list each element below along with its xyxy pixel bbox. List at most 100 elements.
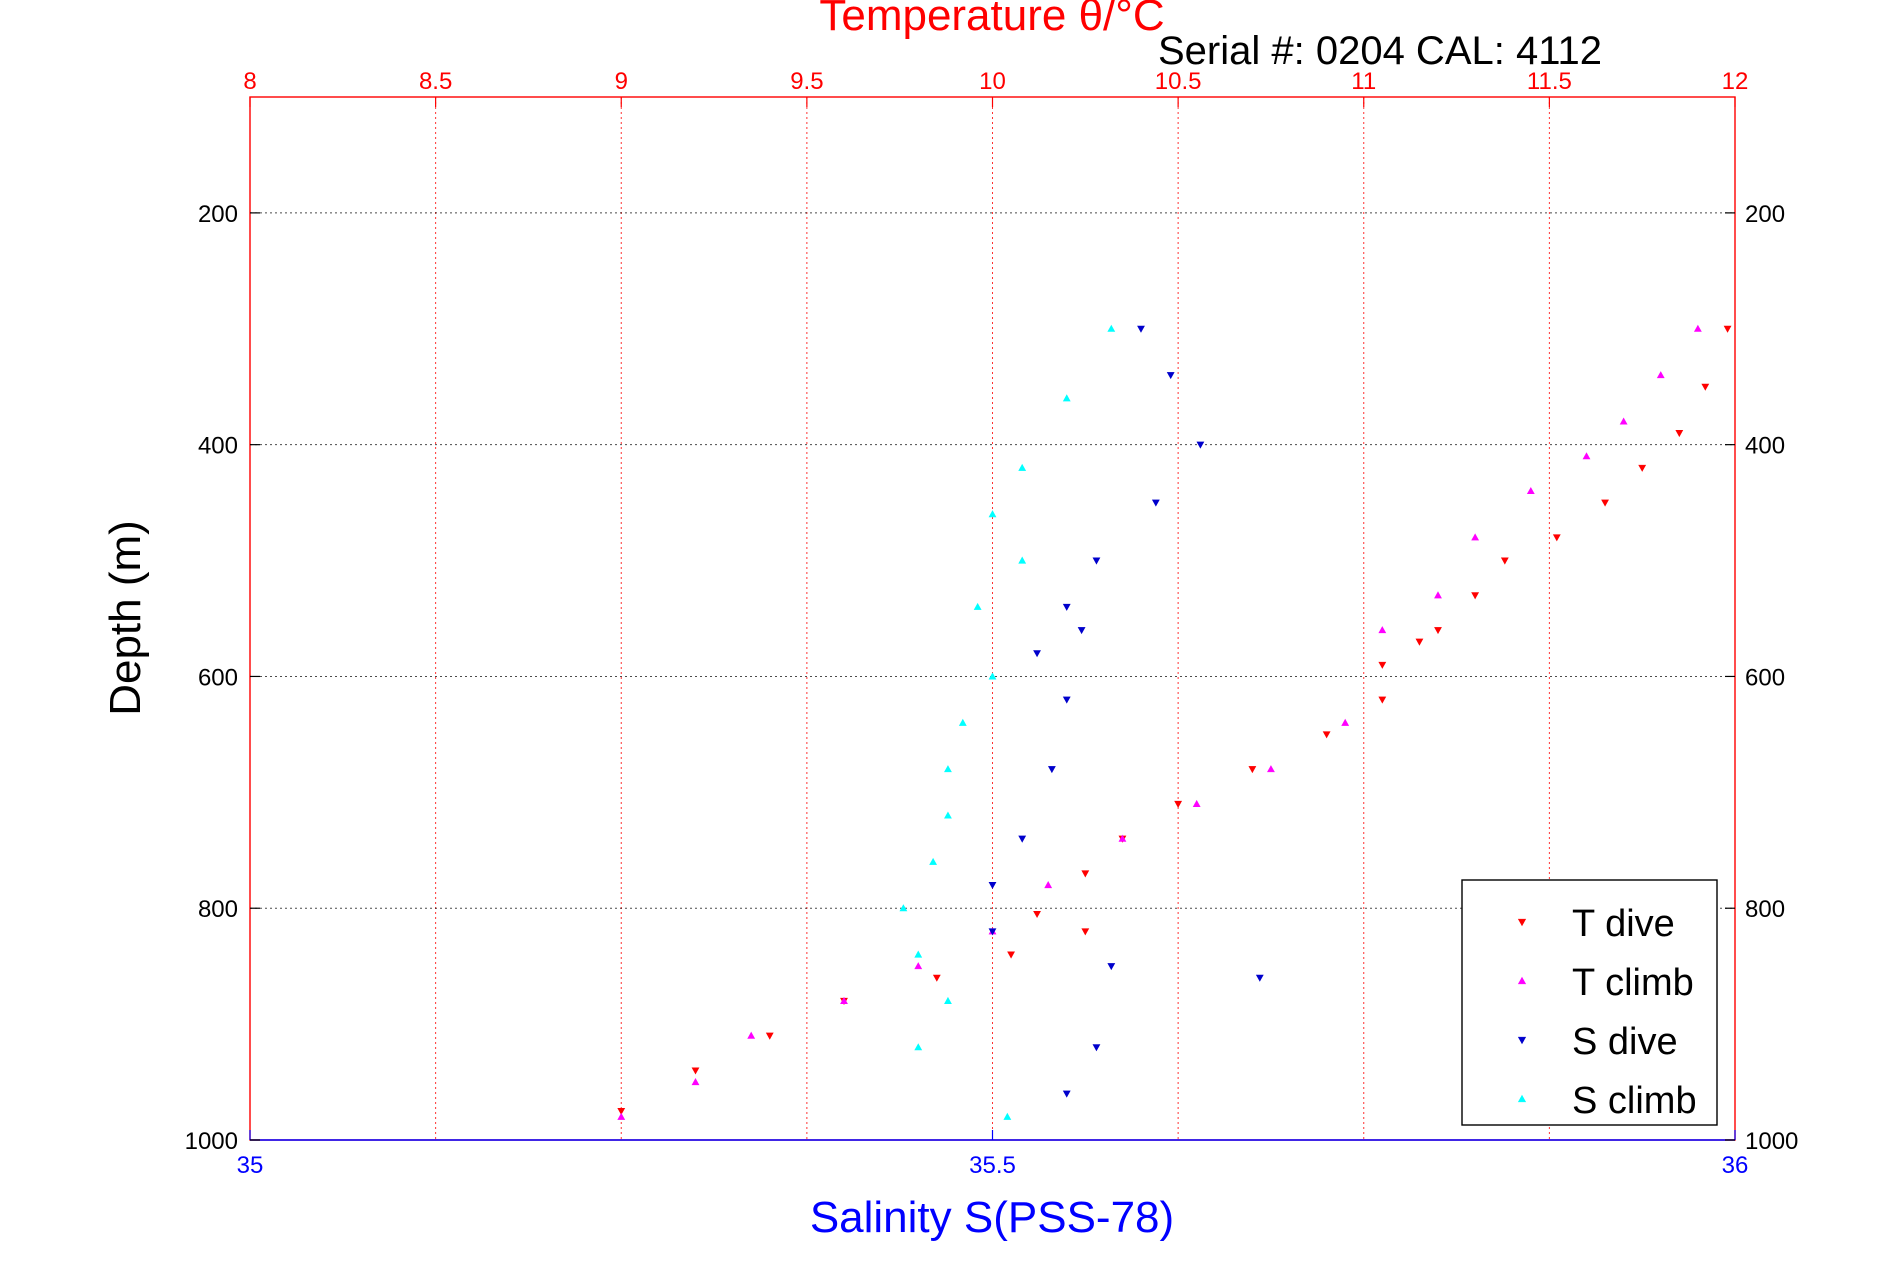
data-point bbox=[1081, 870, 1090, 878]
data-point bbox=[1552, 534, 1561, 542]
data-point bbox=[1062, 394, 1071, 402]
data-point bbox=[1267, 765, 1275, 773]
temperature-tick-label: 12 bbox=[1722, 68, 1749, 95]
depth-tick-label-right: 600 bbox=[1745, 664, 1785, 691]
depth-tick-label-left: 600 bbox=[198, 664, 238, 691]
data-point bbox=[1248, 766, 1257, 774]
data-point bbox=[1341, 718, 1350, 726]
data-point bbox=[1196, 441, 1205, 449]
data-point bbox=[1415, 638, 1424, 646]
data-marks bbox=[617, 324, 1732, 1120]
data-point bbox=[932, 974, 941, 982]
temperature-tick-label: 9.5 bbox=[790, 68, 823, 95]
data-point bbox=[1582, 452, 1591, 460]
depth-tick-label-left: 400 bbox=[198, 433, 238, 460]
data-point bbox=[1638, 464, 1647, 472]
data-point bbox=[617, 1108, 626, 1116]
data-point bbox=[899, 904, 908, 912]
temperature-tick-label: 11.5 bbox=[1527, 68, 1572, 95]
chart-subtitle: Serial #: 0204 CAL: 4112 bbox=[1158, 29, 1602, 73]
data-point bbox=[1018, 835, 1027, 843]
data-point bbox=[765, 1032, 774, 1040]
data-point bbox=[988, 928, 997, 936]
y-axis-label: Depth (m) bbox=[101, 520, 150, 716]
data-point bbox=[1033, 910, 1041, 919]
data-point bbox=[617, 1112, 626, 1120]
legend-marker bbox=[1517, 976, 1527, 985]
data-point bbox=[1018, 556, 1027, 564]
data-point bbox=[1174, 800, 1183, 808]
data-point bbox=[1378, 696, 1387, 704]
legend: T dive T climb S dive S climb bbox=[1461, 879, 1718, 1126]
series-t-climb bbox=[617, 324, 1702, 1120]
data-point bbox=[1062, 1090, 1071, 1098]
data-point bbox=[1107, 963, 1116, 971]
depth-tick-label-left: 800 bbox=[198, 896, 238, 923]
depth-tick-label-right: 1000 bbox=[1745, 1128, 1798, 1155]
data-point bbox=[1656, 371, 1665, 379]
data-point bbox=[1723, 325, 1732, 333]
data-point bbox=[1378, 626, 1387, 634]
legend-marker bbox=[1517, 1036, 1527, 1045]
data-point bbox=[1255, 974, 1264, 982]
data-point bbox=[1018, 463, 1027, 471]
data-point bbox=[1500, 557, 1509, 565]
salinity-tick-label: 36 bbox=[1722, 1152, 1749, 1179]
data-point bbox=[1137, 325, 1145, 333]
data-point bbox=[1471, 533, 1480, 541]
data-point bbox=[1081, 928, 1090, 936]
data-point bbox=[914, 1043, 923, 1051]
legend-marker bbox=[1517, 1094, 1527, 1103]
legend-label: S climb bbox=[1572, 1080, 1697, 1122]
data-point bbox=[988, 510, 997, 518]
depth-tick-label-left: 1000 bbox=[185, 1128, 238, 1155]
temperature-tick-label: 9 bbox=[615, 68, 628, 95]
data-point bbox=[944, 811, 952, 819]
data-point bbox=[988, 882, 997, 890]
series-s-climb bbox=[899, 324, 1116, 1120]
legend-marker bbox=[1517, 918, 1527, 927]
legend-label: T dive bbox=[1572, 903, 1675, 945]
data-point bbox=[1003, 1112, 1012, 1120]
chart-title: Temperature θ/°C bbox=[819, 0, 1164, 40]
legend-label: T climb bbox=[1572, 962, 1694, 1004]
data-point bbox=[691, 1078, 700, 1086]
data-point bbox=[914, 950, 923, 958]
depth-tick-label-right: 400 bbox=[1745, 433, 1785, 460]
data-point bbox=[988, 672, 997, 680]
data-point bbox=[1092, 557, 1101, 565]
data-point bbox=[1322, 731, 1331, 739]
data-point bbox=[1619, 417, 1628, 425]
temperature-tick-label: 10 bbox=[979, 68, 1006, 95]
data-point bbox=[1092, 1044, 1101, 1052]
data-point bbox=[1601, 499, 1609, 507]
x-axis-label: Salinity S(PSS-78) bbox=[810, 1193, 1174, 1242]
data-point bbox=[1107, 324, 1116, 332]
salinity-tick-label: 35 bbox=[237, 1152, 264, 1179]
data-point bbox=[1526, 487, 1535, 495]
axis-ticks: 8 8.5 9 9.5 10 10.5 11 11.5 12 35 35.5 36 200 200 400 4… bbox=[185, 68, 1799, 1179]
data-point bbox=[1166, 372, 1175, 380]
data-point bbox=[1118, 834, 1127, 842]
data-point bbox=[747, 1031, 756, 1039]
data-point bbox=[1044, 881, 1053, 889]
data-point bbox=[1151, 499, 1160, 507]
depth-tick-label-right: 200 bbox=[1745, 201, 1785, 228]
data-point bbox=[1062, 696, 1071, 704]
data-point bbox=[944, 765, 952, 773]
data-point bbox=[840, 996, 848, 1004]
data-point bbox=[973, 602, 982, 610]
legend-label: S dive bbox=[1572, 1021, 1678, 1063]
data-point bbox=[691, 1067, 700, 1075]
data-point bbox=[1378, 661, 1387, 669]
data-point bbox=[1701, 383, 1710, 391]
data-point bbox=[929, 857, 938, 865]
data-point bbox=[958, 718, 967, 726]
data-point bbox=[1033, 650, 1041, 658]
temperature-tick-label: 10.5 bbox=[1155, 68, 1202, 95]
series-s-dive bbox=[988, 325, 1264, 1098]
data-point bbox=[1675, 430, 1684, 438]
data-point bbox=[1062, 603, 1071, 611]
data-point bbox=[1693, 324, 1702, 332]
